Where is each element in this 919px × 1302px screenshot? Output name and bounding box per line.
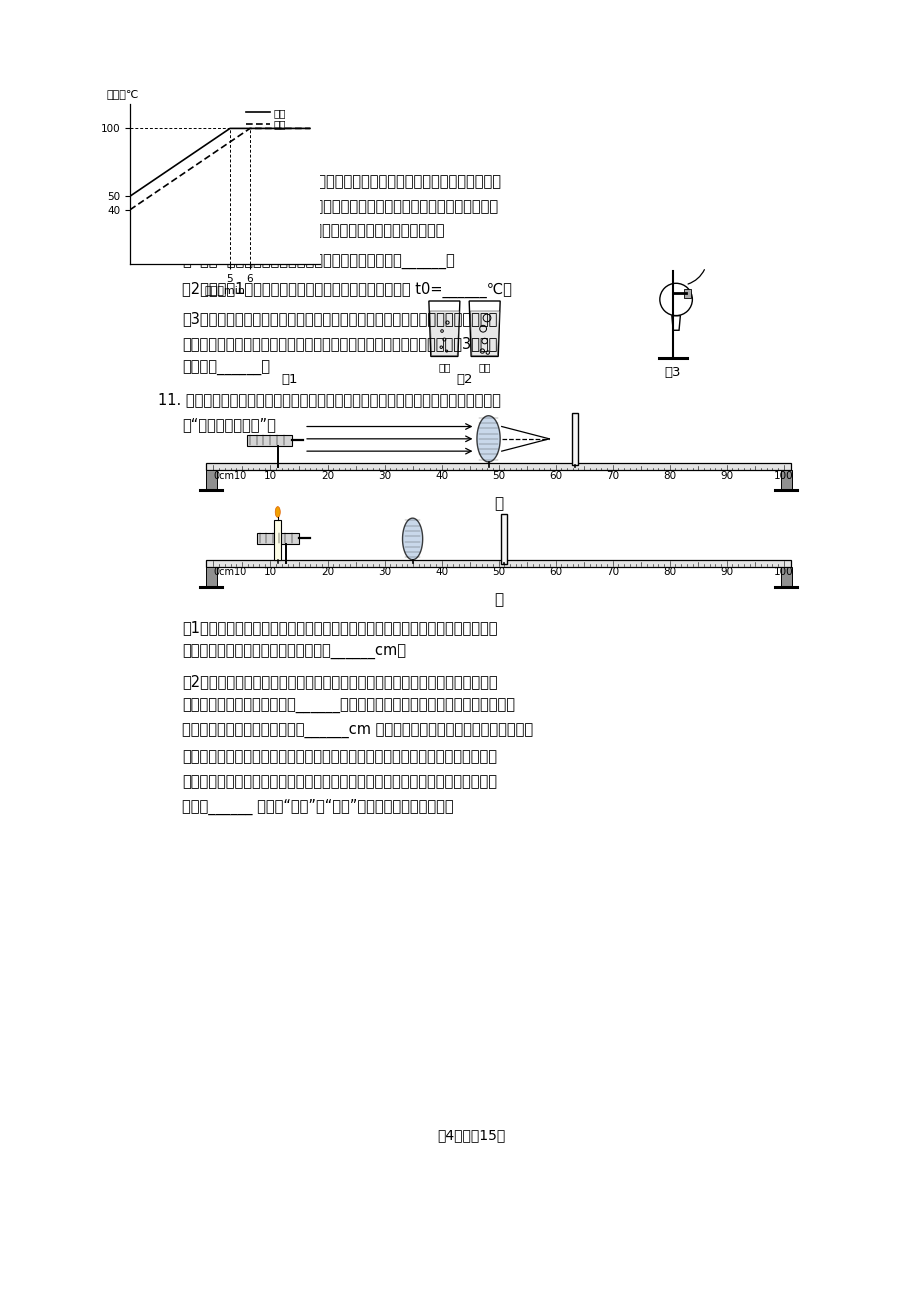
Text: 小明: 小明 — [274, 108, 286, 118]
Text: 90: 90 — [720, 471, 732, 480]
Text: 这是因为______。: 这是因为______。 — [182, 361, 270, 376]
X-axis label: 时间／min: 时间／min — [204, 285, 245, 296]
Text: 10: 10 — [264, 471, 277, 480]
Bar — [206, 470, 216, 491]
Text: 且水在单位时间内吸收的热量恒定。（忽略水在沫腾前质量的变化）: 且水在单位时间内吸收的热量恒定。（忽略水在沫腾前质量的变化） — [182, 223, 445, 238]
Text: 30: 30 — [378, 568, 391, 577]
Text: 图2: 图2 — [456, 374, 472, 387]
Bar — [206, 560, 790, 566]
Text: 情况下，将水凸透镜移至光具座______cm 尺度处，再次得到清晰的烛焊像。然后，: 情况下，将水凸透镜移至光具座______cm 尺度处，再次得到清晰的烛焊像。然后… — [182, 724, 533, 738]
Text: 50: 50 — [492, 471, 505, 480]
Bar — [780, 470, 790, 491]
Text: 0cm10: 0cm10 — [213, 568, 246, 577]
Polygon shape — [403, 518, 422, 560]
Text: 70: 70 — [606, 568, 618, 577]
Text: 温度／℃: 温度／℃ — [106, 89, 138, 99]
Text: 60: 60 — [549, 568, 562, 577]
Text: 10: 10 — [264, 568, 277, 577]
Polygon shape — [470, 311, 499, 355]
Bar — [683, 289, 690, 298]
Text: 30: 30 — [378, 471, 391, 480]
Text: 图1: 图1 — [281, 372, 298, 385]
Bar — [246, 435, 291, 445]
Ellipse shape — [275, 506, 280, 517]
Text: 50: 50 — [492, 568, 505, 577]
Text: 80: 80 — [663, 471, 675, 480]
Bar — [206, 566, 216, 587]
Text: （3）水沫腾一段时间后，撤去酒精灯，发现水停止沫腾。这时某同学用橡皮塞塞: （3）水沫腾一段时间后，撤去酒精灯，发现水停止沫腾。这时某同学用橡皮塞塞 — [182, 311, 497, 326]
Text: （2）小雯将蜡烛、水凸透镜和光屏调整至图乙所示的位置时，光屏上出现清晰的: （2）小雯将蜡烛、水凸透镜和光屏调整至图乙所示的位置时，光屏上出现清晰的 — [182, 673, 497, 689]
Bar — [780, 566, 790, 587]
Text: 0cm10: 0cm10 — [213, 471, 246, 480]
Text: 40: 40 — [435, 471, 448, 480]
Text: 20: 20 — [321, 471, 334, 480]
Bar — [206, 464, 790, 470]
Text: （2）根据图1中图象信息计算，确定小华实验时水的初温 t0=______℃。: （2）根据图1中图象信息计算，确定小华实验时水的初温 t0=______℃。 — [182, 281, 512, 298]
Text: （1）图1中根据实验数据得出的结论是：水沫腾时温度______。: （1）图1中根据实验数据得出的结论是：水沫腾时温度______。 — [182, 253, 455, 268]
Text: 小雯利用注射器从水凸透镜中向外抗少许水，光屏上原来清晰的像变得模糊不清，: 小雯利用注射器从水凸透镜中向外抗少许水，光屏上原来清晰的像变得模糊不清， — [182, 749, 497, 764]
Text: 光屏向______ （选填“远离”或“靠近”）水凸透镜的方向移动。: 光屏向______ （选填“远离”或“靠近”）水凸透镜的方向移动。 — [182, 799, 454, 815]
Text: 80: 80 — [663, 568, 675, 577]
Bar — [256, 533, 299, 543]
Text: 60: 60 — [549, 471, 562, 480]
Text: 第4页，全15页: 第4页，全15页 — [437, 1128, 505, 1142]
Text: 图乙: 图乙 — [478, 362, 491, 372]
Text: 90: 90 — [720, 568, 732, 577]
Text: 小雯要想重新得到清晰的烛焊像，在蜡烛和水凸透镜的位置都不变的情况下，应将: 小雯要想重新得到清晰的烛焊像，在蜡烛和水凸透镜的位置都不变的情况下，应将 — [182, 773, 497, 789]
Text: 烛焊像，此像的性质是倒立、______的实像，小雯接着在蜡烛和光屏位置都不变的: 烛焊像，此像的性质是倒立、______的实像，小雯接着在蜡烛和光屏位置都不变的 — [182, 699, 515, 713]
Text: 乙: 乙 — [494, 592, 503, 607]
Bar — [501, 514, 506, 564]
Text: 图甲: 图甲 — [437, 362, 450, 372]
Polygon shape — [476, 415, 500, 462]
Text: 住烧瓶口并将烧瓶倒置，向烧瓶底部浇冷水，发现水又重新沫腾了，如图3所示，: 住烧瓶口并将烧瓶倒置，向烧瓶底部浇冷水，发现水又重新沫腾了，如图3所示， — [182, 336, 497, 352]
Text: 100: 100 — [773, 568, 793, 577]
Text: 70: 70 — [606, 471, 618, 480]
Text: 20: 20 — [321, 568, 334, 577]
Text: 究“凸透镜成像规律”。: 究“凸透镜成像规律”。 — [182, 418, 276, 432]
Text: 小华: 小华 — [274, 118, 286, 129]
Text: 40: 40 — [435, 568, 448, 577]
Text: 11. 小雯用自制的水凸透镜（当向水凸透镜里注水时焦距变小，抽水时焦距变大）来探: 11. 小雯用自制的水凸透镜（当向水凸透镜里注水时焦距变小，抽水时焦距变大）来探 — [157, 393, 500, 408]
Bar — [572, 413, 578, 465]
Text: 甲: 甲 — [494, 496, 503, 510]
Text: 100: 100 — [773, 471, 793, 480]
Text: 10. 在探究水沫腾规律实验中，小明和小华分别画出水的温度随时间变化关系图象（如: 10. 在探究水沫腾规律实验中，小明和小华分别画出水的温度随时间变化关系图象（如 — [157, 173, 500, 189]
Polygon shape — [429, 311, 459, 355]
Text: 图3: 图3 — [664, 366, 680, 379]
Text: 小最亮的光斑，则此水凸透镜的焦距为______cm。: 小最亮的光斑，则此水凸透镜的焦距为______cm。 — [182, 644, 406, 660]
Text: 图1）。图2所示为实验中的产生的气泡。小明和小华实验的加热装置完全相同，: 图1）。图2所示为实验中的产生的气泡。小明和小华实验的加热装置完全相同， — [182, 198, 498, 214]
Text: （1）如图甲所示，让一束平行于主光轴的光射向水凸透镜，在光屏上出现一个最: （1）如图甲所示，让一束平行于主光轴的光射向水凸透镜，在光屏上出现一个最 — [182, 620, 497, 635]
Bar — [274, 519, 280, 560]
